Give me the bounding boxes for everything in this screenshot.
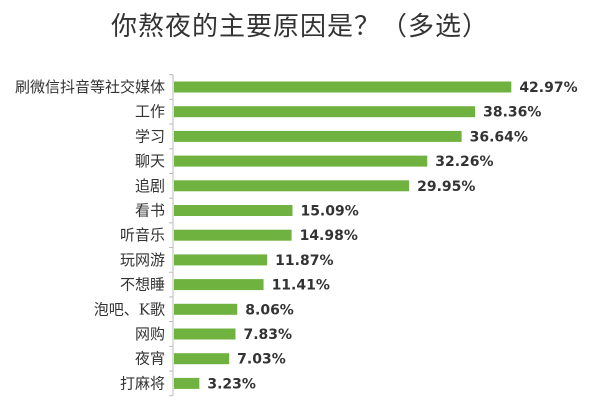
category-label: 打麻将 (120, 374, 165, 392)
data-label: 38.36% (483, 105, 541, 121)
data-label: 7.83% (243, 327, 292, 343)
data-label: 7.03% (237, 352, 286, 368)
data-label: 29.95% (417, 179, 475, 195)
bar (174, 328, 236, 340)
category-label: 工作 (135, 103, 165, 121)
bar (174, 81, 512, 93)
bar (174, 254, 268, 266)
data-label: 3.23% (207, 376, 256, 392)
bar (174, 377, 200, 389)
bar (174, 229, 292, 241)
bar (174, 279, 264, 291)
data-label: 15.09% (300, 204, 358, 220)
data-label: 11.41% (272, 278, 330, 294)
category-label: 网购 (135, 325, 165, 343)
bar (174, 155, 428, 167)
data-label: 11.87% (275, 253, 333, 269)
category-label: 夜宵 (135, 350, 165, 368)
bar (174, 106, 476, 118)
category-label: 刷微信抖音等社交媒体 (15, 78, 165, 96)
data-label: 8.06% (245, 302, 294, 318)
category-label: 泡吧、K歌 (94, 300, 165, 318)
category-label: 不想睡 (120, 276, 165, 294)
data-label: 36.64% (470, 129, 528, 145)
category-label: 学习 (135, 127, 165, 145)
category-label: 聊天 (135, 152, 165, 170)
category-label: 玩网游 (120, 251, 165, 269)
data-label: 32.26% (435, 154, 493, 170)
category-label: 看书 (135, 202, 165, 220)
category-label: 追剧 (135, 177, 165, 195)
chart-title: 你熬夜的主要原因是？（多选） (110, 12, 489, 42)
bar (174, 180, 410, 192)
data-label: 42.97% (519, 80, 577, 96)
category-label: 听音乐 (120, 226, 165, 244)
data-label: 14.98% (300, 228, 358, 244)
bar (174, 353, 230, 365)
bar (174, 130, 462, 142)
bar (174, 303, 238, 315)
bar (174, 205, 293, 216)
